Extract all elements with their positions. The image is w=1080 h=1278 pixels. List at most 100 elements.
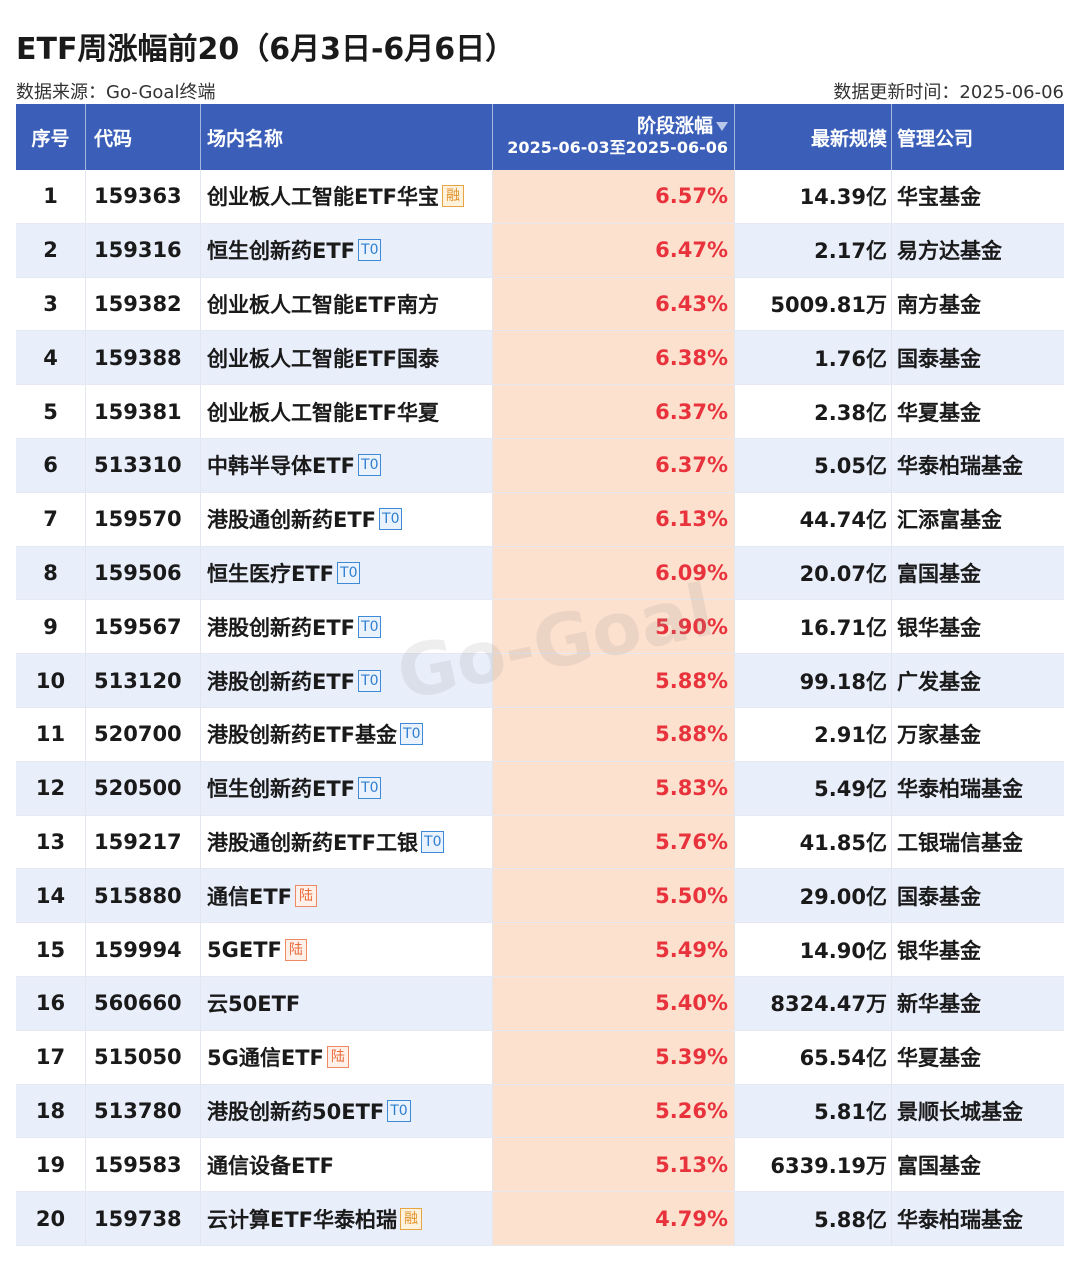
row-change: 6.37% bbox=[493, 438, 735, 492]
row-scale: 14.90亿 bbox=[735, 923, 892, 976]
row-index: 7 bbox=[16, 492, 86, 546]
row-change: 5.13% bbox=[493, 1138, 735, 1192]
table-row[interactable]: 1 159363 创业板人工智能ETF华宝融 6.57% 14.39亿 华宝基金 bbox=[16, 170, 1064, 224]
row-name-cell: 港股创新药ETF基金 T0 bbox=[201, 707, 493, 761]
row-change: 5.76% bbox=[493, 815, 735, 869]
row-company: 南方基金 bbox=[897, 292, 981, 317]
row-company: 华泰柏瑞基金 bbox=[897, 454, 1023, 479]
row-change: 4.79% bbox=[493, 1192, 735, 1245]
table-row[interactable]: 6 513310 中韩半导体ETF T0 6.37% 5.05亿 华泰柏瑞基金 bbox=[16, 438, 1064, 493]
row-name: 港股通创新药ETF工银 bbox=[207, 830, 419, 855]
row-name-cell: 通信设备ETF bbox=[201, 1138, 493, 1192]
etf-table: 序号 代码 场内名称 阶段涨幅 2025-06-03至2025-06-06 最新… bbox=[16, 104, 1064, 1246]
badge-lu: 陆 bbox=[295, 884, 318, 907]
table-row[interactable]: 3 159382 创业板人工智能ETF南方 6.43% 5009.81万 南方基金 bbox=[16, 277, 1064, 332]
row-company: 国泰基金 bbox=[897, 346, 981, 371]
row-code: 159381 bbox=[86, 385, 201, 438]
badge-rong: 融 bbox=[400, 1207, 423, 1230]
table-row[interactable]: 5 159381 创业板人工智能ETF华夏 6.37% 2.38亿 华夏基金 bbox=[16, 385, 1064, 439]
row-change: 6.38% bbox=[493, 331, 735, 385]
table-row[interactable]: 11 520700 港股创新药ETF基金 T0 5.88% 2.91亿 万家基金 bbox=[16, 707, 1064, 762]
data-source: 数据来源：Go-Goal终端 bbox=[16, 82, 216, 103]
table-row[interactable]: 2 159316 恒生创新药ETF T0 6.47% 2.17亿 易方达基金 bbox=[16, 223, 1064, 278]
table-row[interactable]: 18 513780 港股创新药50ETF T0 5.26% 5.81亿 景顺长城基金 bbox=[16, 1084, 1064, 1139]
table-row[interactable]: 7 159570 港股通创新药ETF T0 6.13% 44.74亿 汇添富基金 bbox=[16, 492, 1064, 547]
badge-rong: 融 bbox=[442, 185, 465, 208]
table-row[interactable]: 4 159388 创业板人工智能ETF国泰 6.38% 1.76亿 国泰基金 bbox=[16, 331, 1064, 386]
table-row[interactable]: 17 515050 5G通信ETF 陆 5.39% 65.54亿 华夏基金 bbox=[16, 1030, 1064, 1085]
table-row[interactable]: 13 159217 港股通创新药ETF工银 T0 5.76% 41.85亿 工银瑞信基金 bbox=[16, 815, 1064, 870]
header-company[interactable]: 管理公司 bbox=[897, 127, 974, 150]
page-title: ETF周涨幅前20（6月3日-6月6日） bbox=[16, 32, 516, 67]
row-name: 通信ETF bbox=[207, 884, 293, 909]
row-name: 港股创新药50ETF bbox=[207, 1099, 385, 1124]
row-scale: 5.81亿 bbox=[735, 1084, 892, 1138]
row-code: 159994 bbox=[86, 923, 201, 976]
table-row[interactable]: 14 515880 通信ETF 陆 5.50% 29.00亿 国泰基金 bbox=[16, 869, 1064, 924]
row-code: 159388 bbox=[86, 331, 201, 385]
row-name-cell: 5G通信ETF 陆 bbox=[201, 1030, 493, 1084]
row-company: 银华基金 bbox=[897, 938, 981, 963]
row-change: 5.39% bbox=[493, 1030, 735, 1084]
table-row[interactable]: 12 520500 恒生创新药ETF T0 5.83% 5.49亿 华泰柏瑞基金 bbox=[16, 761, 1064, 816]
row-scale: 8324.47万 bbox=[735, 976, 892, 1030]
row-index: 16 bbox=[16, 976, 86, 1030]
row-company: 华夏基金 bbox=[897, 1046, 981, 1071]
table-row[interactable]: 8 159506 恒生医疗ETF T0 6.09% 20.07亿 富国基金 bbox=[16, 546, 1064, 601]
row-code: 159583 bbox=[86, 1138, 201, 1192]
table-row[interactable]: 20 159738 云计算ETF华泰柏瑞融 4.79% 5.88亿 华泰柏瑞基金 bbox=[16, 1192, 1064, 1246]
row-code: 515050 bbox=[86, 1030, 201, 1084]
row-name: 恒生医疗ETF bbox=[207, 561, 335, 586]
table-row[interactable]: 19 159583 通信设备ETF 5.13% 6339.19万 富国基金 bbox=[16, 1138, 1064, 1193]
row-scale: 5009.81万 bbox=[735, 277, 892, 331]
row-code: 159363 bbox=[86, 170, 201, 223]
header-change[interactable]: 阶段涨幅 2025-06-03至2025-06-06 bbox=[493, 104, 735, 170]
row-scale: 5.05亿 bbox=[735, 438, 892, 492]
row-scale: 41.85亿 bbox=[735, 815, 892, 869]
header-change-label: 阶段涨幅 bbox=[636, 115, 713, 137]
row-code: 159738 bbox=[86, 1192, 201, 1245]
row-company: 华夏基金 bbox=[897, 400, 981, 425]
table-row[interactable]: 10 513120 港股创新药ETF T0 5.88% 99.18亿 广发基金 bbox=[16, 654, 1064, 708]
row-name-cell: 恒生医疗ETF T0 bbox=[201, 546, 493, 600]
row-scale: 2.38亿 bbox=[735, 385, 892, 438]
header-name[interactable]: 场内名称 bbox=[201, 104, 493, 170]
table-row[interactable]: 9 159567 港股创新药ETF T0 5.90% 16.71亿 银华基金 bbox=[16, 600, 1064, 655]
row-company: 易方达基金 bbox=[897, 239, 1002, 264]
row-change: 6.47% bbox=[493, 223, 735, 277]
badge-t0: T0 bbox=[358, 239, 382, 262]
row-index: 20 bbox=[16, 1192, 86, 1245]
row-change: 5.40% bbox=[493, 976, 735, 1030]
header-index[interactable]: 序号 bbox=[16, 104, 86, 170]
row-change: 5.83% bbox=[493, 761, 735, 815]
row-index: 1 bbox=[16, 170, 86, 223]
row-company: 富国基金 bbox=[897, 1153, 981, 1178]
row-index: 17 bbox=[16, 1030, 86, 1084]
row-scale: 14.39亿 bbox=[735, 170, 892, 223]
table-header: 序号 代码 场内名称 阶段涨幅 2025-06-03至2025-06-06 最新… bbox=[16, 104, 1064, 170]
row-code: 159316 bbox=[86, 223, 201, 277]
row-name-cell: 5GETF 陆 bbox=[201, 923, 493, 976]
row-index: 13 bbox=[16, 815, 86, 869]
sort-desc-icon[interactable] bbox=[716, 122, 728, 131]
badge-t0: T0 bbox=[337, 561, 361, 584]
row-change: 5.88% bbox=[493, 707, 735, 761]
row-company: 国泰基金 bbox=[897, 884, 981, 909]
row-change: 5.90% bbox=[493, 600, 735, 654]
row-index: 2 bbox=[16, 223, 86, 277]
row-name-cell: 港股通创新药ETF T0 bbox=[201, 492, 493, 546]
row-code: 560660 bbox=[86, 976, 201, 1030]
header-code[interactable]: 代码 bbox=[86, 104, 201, 170]
row-name: 港股通创新药ETF bbox=[207, 508, 377, 533]
table-row[interactable]: 15 159994 5GETF 陆 5.49% 14.90亿 银华基金 bbox=[16, 923, 1064, 977]
row-index: 12 bbox=[16, 761, 86, 815]
row-company: 富国基金 bbox=[897, 561, 981, 586]
row-name-cell: 港股通创新药ETF工银 T0 bbox=[201, 815, 493, 869]
badge-t0: T0 bbox=[358, 669, 382, 692]
row-scale: 6339.19万 bbox=[735, 1138, 892, 1192]
table-row[interactable]: 16 560660 云50ETF 5.40% 8324.47万 新华基金 bbox=[16, 976, 1064, 1031]
header-scale[interactable]: 最新规模 bbox=[735, 104, 892, 170]
row-code: 159217 bbox=[86, 815, 201, 869]
row-change: 6.57% bbox=[493, 170, 735, 223]
row-code: 159567 bbox=[86, 600, 201, 654]
